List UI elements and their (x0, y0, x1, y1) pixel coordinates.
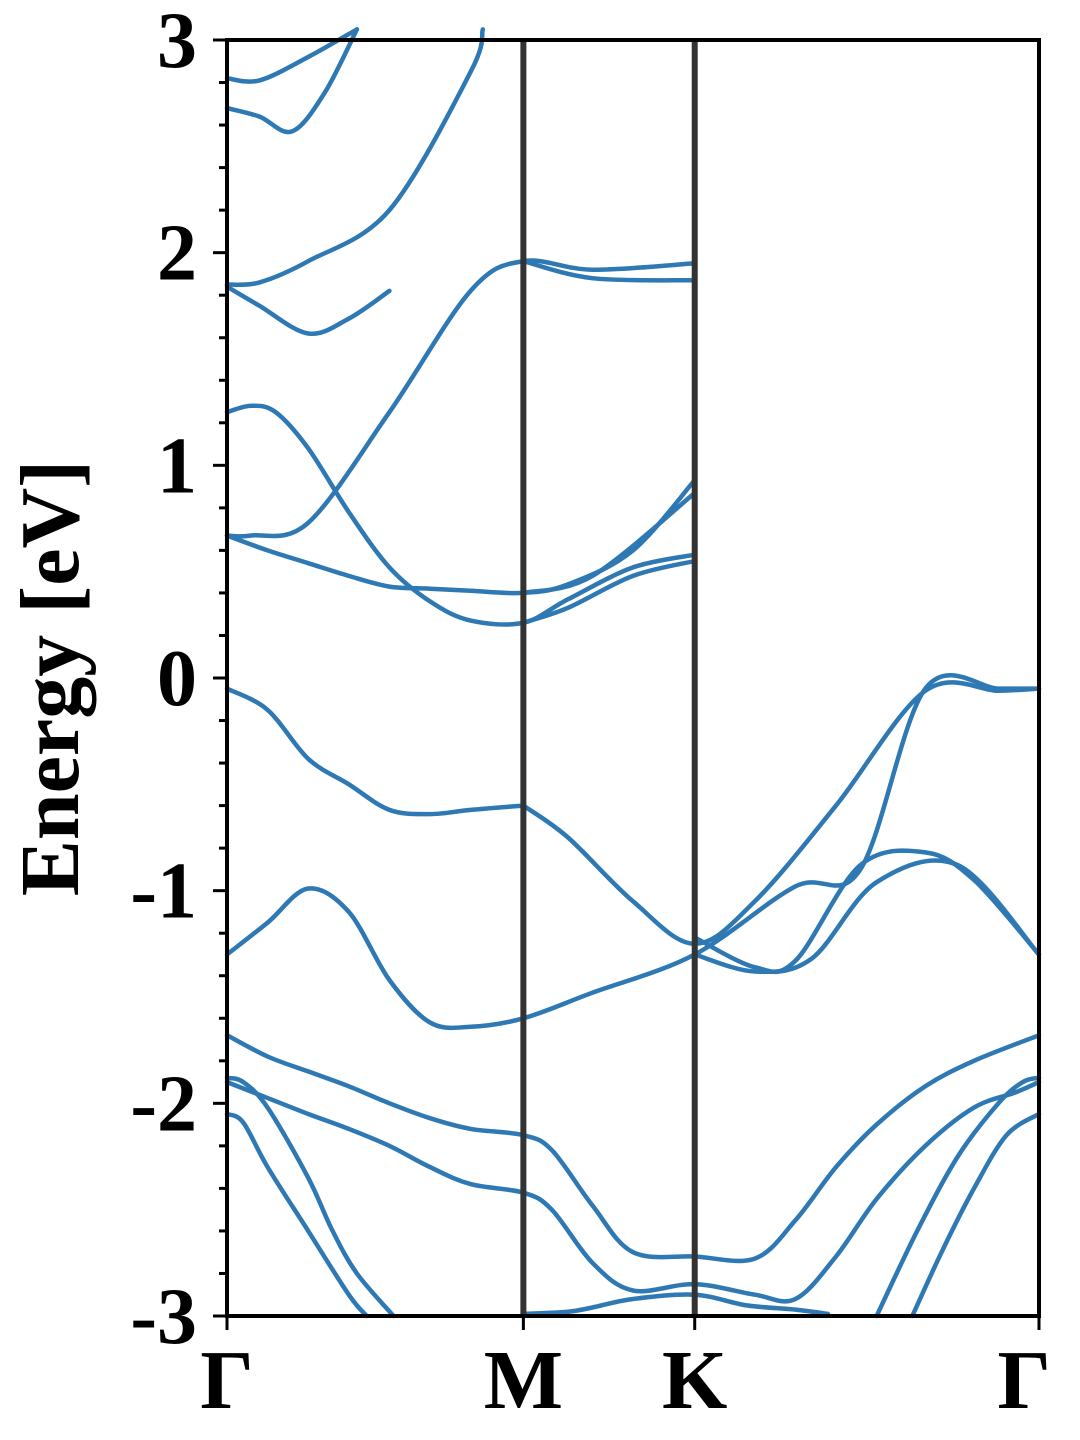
band-line-3 (224, 27, 486, 288)
x-tick-label: K (662, 1334, 727, 1427)
band-line-10 (521, 490, 697, 596)
band-line-6 (521, 258, 697, 283)
x-tick-label: M (484, 1334, 563, 1427)
y-tick-label: -2 (130, 1060, 197, 1148)
band-line-20 (910, 1111, 1042, 1319)
band-line-19 (224, 1075, 396, 1319)
y-axis-label: Energy [eV] (4, 460, 97, 896)
band-line-5 (224, 258, 697, 539)
band-line-9 (224, 477, 697, 596)
band-line-18 (224, 1111, 369, 1319)
y-tick-label: 0 (157, 635, 197, 723)
high-symmetry-lines (520, 40, 698, 1316)
band-lines (224, 27, 1042, 1319)
band-line-12 (521, 680, 1042, 947)
y-axis-ticks: 3 2 1 0 -1 -2 -3 (130, 0, 227, 1361)
plot-frame (225, 38, 1041, 1318)
y-tick-label: 3 (157, 0, 197, 85)
band-line-7 (224, 403, 697, 627)
band-line-22 (521, 1292, 831, 1317)
y-tick-label: -1 (130, 848, 197, 936)
y-tick-label: 2 (157, 210, 197, 298)
band-line-8 (521, 558, 697, 625)
y-tick-label: 1 (157, 422, 197, 510)
band-line-11 (224, 686, 526, 817)
band-line-14 (692, 848, 1042, 975)
band-line-21 (874, 1075, 1042, 1319)
band-line-17 (224, 1079, 1042, 1304)
band-line-15 (692, 858, 1042, 975)
band-line-13 (224, 673, 1042, 1031)
x-tick-label: Γ (200, 1334, 253, 1427)
band-line-2 (224, 27, 360, 135)
band-line-16 (224, 1033, 1042, 1264)
x-tick-label: Γ (998, 1334, 1051, 1427)
y-tick-label: -3 (130, 1273, 197, 1361)
band-line-4 (224, 284, 392, 337)
